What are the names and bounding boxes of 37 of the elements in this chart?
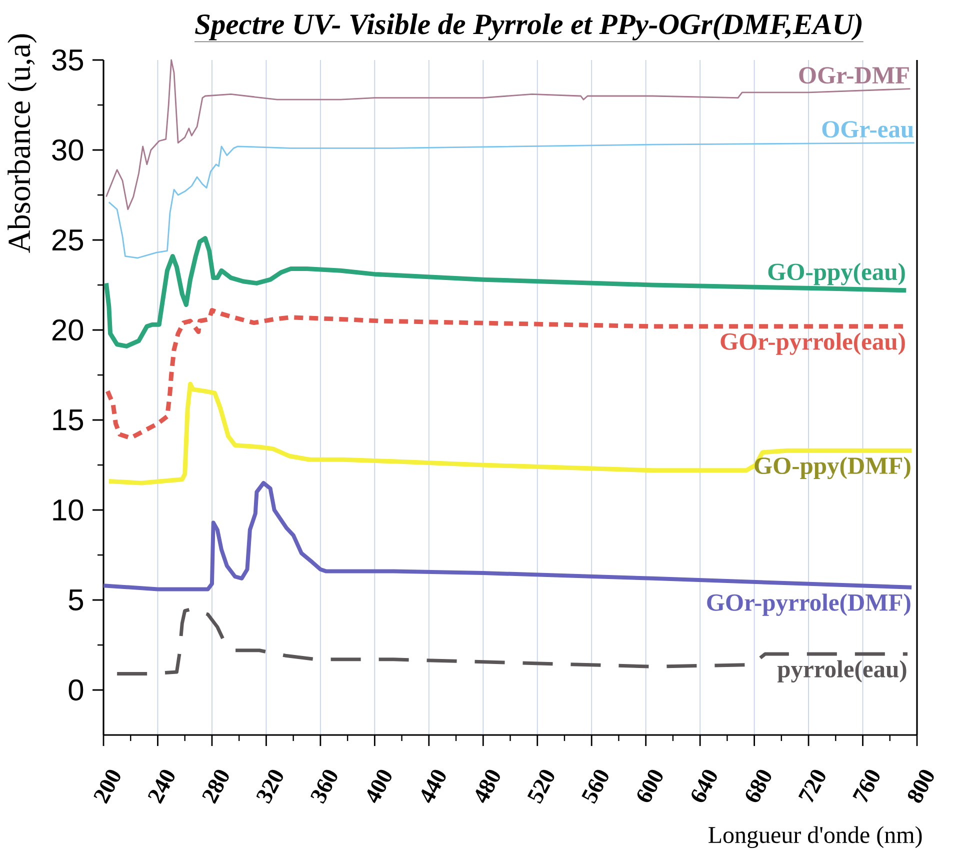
- x-tick-label: 720: [798, 770, 826, 803]
- line-series: [108, 142, 915, 259]
- y-axis-title: Absorbance (u,a): [8, 34, 37, 253]
- x-tick-label: 360: [310, 770, 338, 804]
- chart-title: Spectre UV- Visible de Pyrrole et PPy-OGr(DMF,EAU): [195, 14, 862, 40]
- y-tick-label: 25: [52, 229, 84, 251]
- series-label: GOr-pyrrole(DMF): [707, 594, 910, 616]
- line-series: [102, 481, 914, 592]
- y-tick-label: 15: [53, 410, 84, 430]
- y-tick-label: 10: [53, 499, 84, 521]
- x-tick-label: 200: [94, 770, 120, 804]
- x-tick-label: 520: [527, 770, 554, 804]
- series-label: OGr-eau: [822, 121, 914, 138]
- x-tick-label: 440: [421, 770, 446, 804]
- series-label: GO-ppy(DMF): [754, 456, 910, 480]
- series-label: GOr-pyrrole(eau): [720, 332, 905, 355]
- x-tick-label: 400: [367, 770, 392, 804]
- series-label: OGr-DMF: [799, 67, 909, 84]
- series-label: pyrrole(eau): [777, 660, 906, 682]
- x-tick-label: 280: [202, 770, 229, 804]
- y-tick-label: 30: [52, 139, 84, 161]
- y-tick-label: 20: [52, 319, 84, 341]
- x-tick-label: 560: [582, 770, 608, 804]
- y-tick-label: 35: [52, 49, 84, 71]
- y-tick-label: 5: [68, 590, 84, 610]
- x-axis-title: Longueur d'onde (nm): [708, 826, 922, 848]
- x-tick-label: 600: [637, 770, 663, 802]
- x-tick-label: 800: [908, 770, 934, 803]
- x-tick-label: 320: [256, 770, 283, 804]
- x-tick-label: 480: [476, 770, 500, 804]
- line-series: [106, 382, 914, 486]
- y-tick-label: 0: [68, 679, 84, 701]
- x-tick-label: 640: [692, 770, 717, 802]
- x-tick-label: 240: [148, 770, 175, 804]
- x-tick-label: 680: [746, 770, 772, 802]
- x-tick-label: 760: [852, 770, 880, 803]
- series-label: GO-ppy(eau): [768, 262, 905, 286]
